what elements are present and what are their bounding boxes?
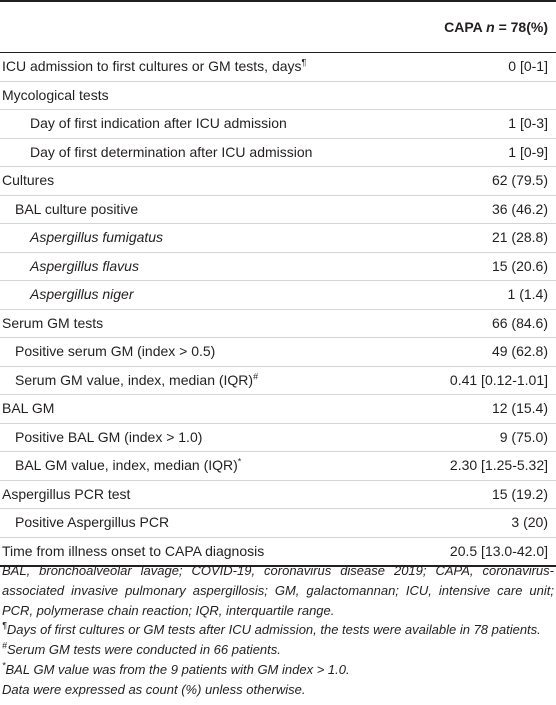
table-row: Time from illness onset to CAPA diagnosi… [0, 537, 556, 566]
row-footnote-mark: * [237, 456, 242, 467]
row-label-text: Positive BAL GM (index > 1.0) [15, 428, 203, 445]
row-value: 62 (79.5) [491, 172, 548, 188]
table-row: Serum GM tests 66 (84.6) [0, 309, 556, 338]
row-value: 9 (75.0) [499, 428, 548, 445]
row-label: Aspergillus flavus [0, 252, 402, 281]
table-row: Serum GM value, index, median (IQR)# 0.41… [0, 366, 556, 395]
table-row: BAL culture positive 36 (46.2) [0, 195, 556, 224]
footnote-abbreviations: BAL, bronchoalveolar lavage; COVID-19, c… [2, 563, 554, 618]
table-row: Mycological tests [0, 81, 556, 110]
row-label: ICU admission to first cultures or GM te… [0, 53, 402, 82]
row-label-text: BAL GM value, index, median (IQR) [15, 457, 238, 473]
row-label: Positive BAL GM (index > 1.0) [0, 423, 402, 452]
table-row: Day of first determination after ICU adm… [0, 138, 556, 167]
table-row: ICU admission to first cultures or GM te… [0, 53, 556, 82]
row-value: 3 (20) [511, 514, 548, 530]
table-row: Positive serum GM (index > 0.5) 49 (62.8) [0, 338, 556, 367]
row-value: 36 (46.2) [491, 200, 548, 217]
row-label: Day of first indication after ICU admiss… [0, 110, 402, 139]
table-row: Cultures 62 (79.5) [0, 167, 556, 196]
row-label: Cultures [0, 167, 402, 196]
table-row: Aspergillus niger 1 (1.4) [0, 281, 556, 310]
row-value: 66 (84.6) [491, 314, 548, 331]
row-value: 15 (19.2) [491, 485, 548, 502]
row-label-text: BAL culture positive [15, 200, 139, 217]
row-value: 12 (15.4) [491, 400, 548, 416]
row-label: Day of first determination after ICU adm… [0, 138, 402, 167]
footnote-2: #Serum GM tests were conducted in 66 pat… [2, 640, 281, 658]
row-label-text: BAL GM [2, 400, 55, 416]
footnote-3: *BAL GM value was from the 9 patients wi… [2, 660, 350, 677]
row-value [402, 81, 556, 110]
table-row: BAL GM value, index, median (IQR)* 2.30 [… [0, 452, 556, 481]
row-label: BAL GM [0, 395, 402, 424]
header-value-cell: CAPA n = 78(%) [444, 19, 548, 35]
row-value: 15 (20.6) [491, 257, 548, 274]
row-label: Positive serum GM (index > 0.5) [0, 338, 402, 367]
row-label: Serum GM tests [0, 309, 402, 338]
row-label: Serum GM value, index, median (IQR)# [0, 366, 402, 395]
row-footnote-mark: ¶ [301, 57, 307, 68]
row-label: Time from illness onset to CAPA diagnosi… [0, 537, 402, 566]
row-value: 21 (28.8) [491, 229, 548, 245]
table-row: Day of first indication after ICU admiss… [0, 110, 556, 139]
row-label: Aspergillus fumigatus [0, 224, 402, 253]
row-label-text: Serum GM value, index, median (IQR) [15, 371, 254, 388]
row-label-text: Mycological tests [2, 86, 109, 103]
row-label-text: Cultures [2, 172, 55, 188]
table-body: ICU admission to first cultures or GM te… [0, 53, 556, 566]
row-value: 1 (1.4) [507, 286, 548, 302]
row-label-text: Aspergillus fumigatus [30, 229, 164, 245]
footnote-1: ¶Days of first cultures or GM tests afte… [2, 621, 541, 638]
table-row: Aspergillus PCR test 15 (19.2) [0, 480, 556, 509]
data-table: CAPA n = 78(%) ICU admission to first cu… [0, 1, 556, 566]
row-label-text: Aspergillus niger [30, 286, 134, 302]
row-label: Aspergillus PCR test [0, 480, 402, 509]
row-value: 49 (62.8) [491, 343, 548, 359]
row-footnote-mark: # [253, 370, 259, 381]
table-row: Positive Aspergillus PCR 3 (20) [0, 509, 556, 538]
row-label: BAL culture positive [0, 195, 402, 224]
table-header-row: CAPA n = 78(%) [0, 1, 556, 53]
row-value: 20.5 [13.0-42.0] [449, 542, 548, 559]
table-row: Aspergillus fumigatus 21 (28.8) [0, 224, 556, 253]
row-label-text: Day of first determination after ICU adm… [30, 143, 313, 160]
row-label-text: Positive Aspergillus PCR [15, 514, 170, 530]
row-value: 1 [0-3] [508, 115, 548, 131]
table-row: Aspergillus flavus 15 (20.6) [0, 252, 556, 281]
row-label-text: Aspergillus PCR test [2, 485, 131, 502]
row-label: Positive Aspergillus PCR [0, 509, 402, 538]
row-label-text: Positive serum GM (index > 0.5) [15, 343, 216, 359]
footnote-4: Data were expressed as count (%) unless … [2, 681, 306, 697]
table-footnotes: BAL, bronchoalveolar lavage; COVID-19, c… [2, 561, 554, 700]
row-label-text: Aspergillus flavus [30, 257, 139, 274]
table-row: Positive BAL GM (index > 1.0) 9 (75.0) [0, 423, 556, 452]
row-value: 2.30 [1.25-5.32] [449, 457, 548, 473]
header-label-cell [0, 1, 402, 53]
table-row: BAL GM 12 (15.4) [0, 395, 556, 424]
row-label: BAL GM value, index, median (IQR)* [0, 452, 402, 481]
row-label: Aspergillus niger [0, 281, 402, 310]
row-label-text: Day of first indication after ICU admiss… [30, 115, 287, 131]
row-label-text: ICU admission to first cultures or GM te… [2, 58, 302, 74]
row-label-text: Serum GM tests [2, 314, 104, 331]
row-value: 1 [0-9] [508, 143, 548, 160]
row-value: 0 [0-1] [508, 58, 548, 74]
row-value: 0.41 [0.12-1.01] [449, 371, 548, 388]
row-label: Mycological tests [0, 81, 402, 110]
row-label-text: Time from illness onset to CAPA diagnosi… [2, 542, 265, 559]
